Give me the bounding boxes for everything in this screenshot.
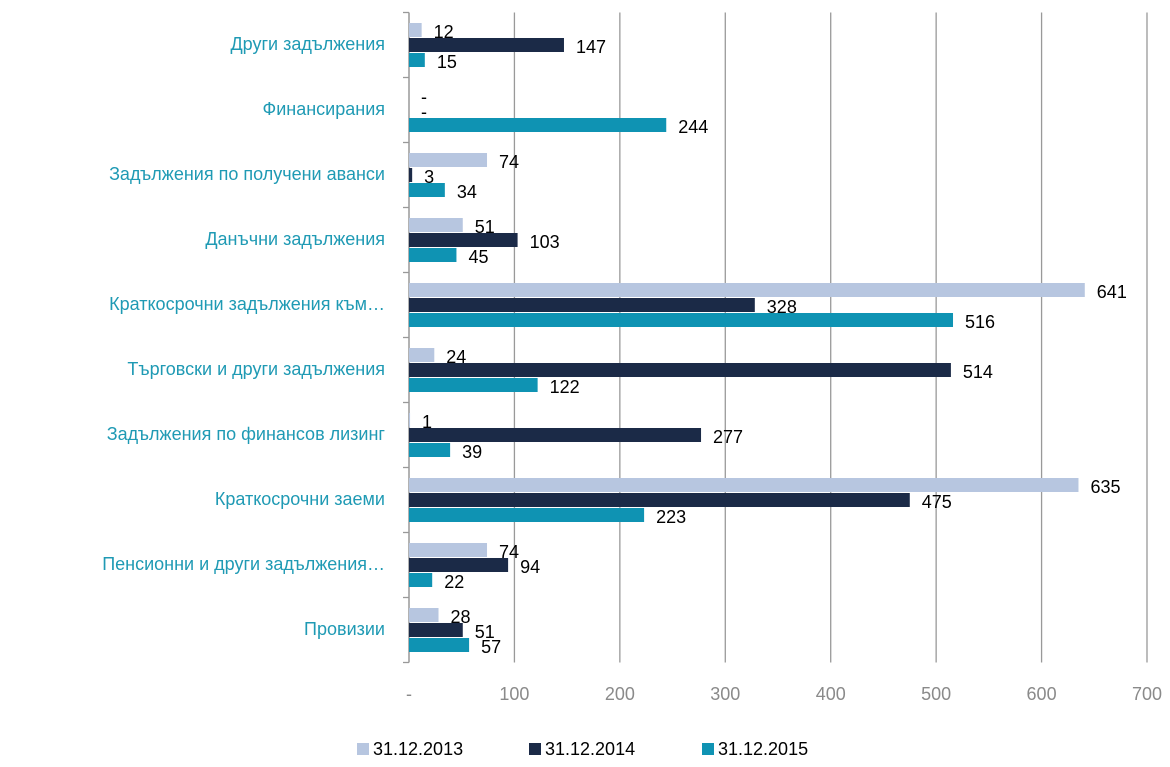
legend-swatch <box>529 743 541 755</box>
value-label: - <box>421 102 427 122</box>
bar <box>409 428 702 442</box>
value-label: 51 <box>475 217 495 237</box>
value-label: 28 <box>451 607 471 627</box>
value-label: 24 <box>446 347 466 367</box>
value-label: - <box>421 87 427 107</box>
bar <box>409 313 954 327</box>
bar <box>409 168 413 182</box>
bar <box>409 218 463 232</box>
bar <box>409 348 435 362</box>
value-label: 51 <box>475 622 495 642</box>
x-tick-label: 500 <box>921 684 951 704</box>
x-tick-label: - <box>406 684 412 704</box>
value-label: 641 <box>1097 282 1127 302</box>
bar <box>409 38 564 52</box>
bar <box>409 233 518 247</box>
x-tick-label: 100 <box>499 684 529 704</box>
category-label: Други задължения <box>230 34 385 54</box>
value-label: 74 <box>499 542 519 562</box>
value-label: 34 <box>457 182 477 202</box>
bar <box>409 638 470 652</box>
bar <box>409 53 425 67</box>
value-label: 635 <box>1090 477 1120 497</box>
category-label: Провизии <box>304 619 385 639</box>
legend-swatch <box>702 743 714 755</box>
value-label: 45 <box>468 247 488 267</box>
bar <box>409 508 645 522</box>
bar <box>409 558 509 572</box>
legend-label: 31.12.2014 <box>545 739 635 759</box>
category-label: Задължения по получени аванси <box>109 164 385 184</box>
category-label: Краткосрочни заеми <box>215 489 385 509</box>
bar <box>409 543 488 557</box>
value-label: 475 <box>922 492 952 512</box>
bar <box>409 118 667 132</box>
x-tick-label: 300 <box>710 684 740 704</box>
value-label: 103 <box>530 232 560 252</box>
bar <box>409 248 457 262</box>
value-label: 94 <box>520 557 540 577</box>
x-tick-label: 600 <box>1027 684 1057 704</box>
category-label: Краткосрочни задължения към… <box>109 294 385 314</box>
value-label: 12 <box>434 22 454 42</box>
value-label: 15 <box>437 52 457 72</box>
category-label: Данъчни задължения <box>205 229 385 249</box>
value-label: 3 <box>424 167 434 187</box>
bar <box>409 573 433 587</box>
category-label: Задължения по финансов лизинг <box>107 424 386 444</box>
value-label: 328 <box>767 297 797 317</box>
category-label: Търговски и други задължения <box>127 359 385 379</box>
value-label: 22 <box>444 572 464 592</box>
bar <box>409 283 1085 297</box>
value-label: 223 <box>656 507 686 527</box>
bar <box>409 608 439 622</box>
legend-swatch <box>357 743 369 755</box>
bar <box>409 623 463 637</box>
x-tick-label: 200 <box>605 684 635 704</box>
value-label: 244 <box>678 117 708 137</box>
category-label: Пенсионни и други задължения… <box>102 554 385 574</box>
value-label: 1 <box>422 412 432 432</box>
legend-label: 31.12.2015 <box>718 739 808 759</box>
bar <box>409 413 411 427</box>
bar <box>409 378 538 392</box>
value-label: 514 <box>963 362 993 382</box>
bar <box>409 478 1079 492</box>
value-label: 39 <box>462 442 482 462</box>
value-label: 277 <box>713 427 743 447</box>
bar <box>409 23 422 37</box>
bar <box>409 443 451 457</box>
legend-label: 31.12.2013 <box>373 739 463 759</box>
value-label: 147 <box>576 37 606 57</box>
bar <box>409 183 445 197</box>
x-tick-label: 700 <box>1132 684 1162 704</box>
category-label: Финансирания <box>263 99 385 119</box>
value-label: 516 <box>965 312 995 332</box>
value-label: 122 <box>550 377 580 397</box>
bar <box>409 493 910 507</box>
value-label: 74 <box>499 152 519 172</box>
bar <box>409 298 755 312</box>
bar <box>409 363 951 377</box>
x-tick-label: 400 <box>816 684 846 704</box>
value-label: 57 <box>481 637 501 657</box>
bar <box>409 153 488 167</box>
